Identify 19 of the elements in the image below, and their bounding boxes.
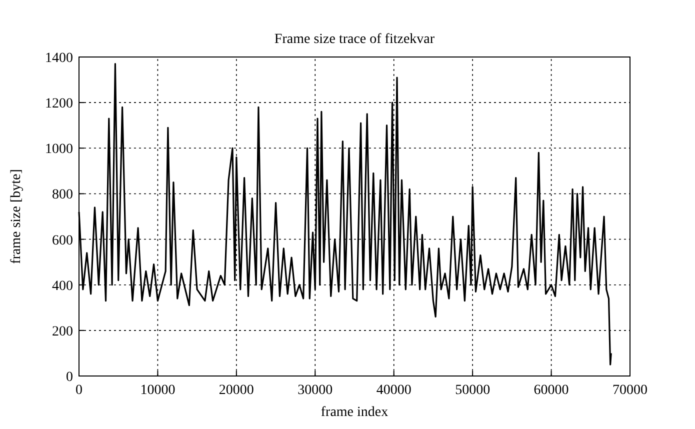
x-tick-label: 60000 [534,383,569,398]
x-tick-label: 30000 [298,383,333,398]
y-tick-label: 1400 [45,51,73,66]
x-tick-label: 40000 [376,383,412,398]
x-tick-label: 10000 [140,383,176,398]
y-tick-label: 0 [66,370,73,385]
y-tick-label: 400 [52,278,73,294]
y-tick-label: 1200 [45,96,73,112]
y-tick-label: 800 [52,188,73,203]
x-axis-title: frame index [320,405,388,420]
y-tick-label: 600 [52,233,73,248]
chart-title: Frame size trace of fitzekvar [274,32,435,47]
y-tick-label: 200 [52,324,73,340]
y-tick-label: 1000 [45,142,73,158]
x-tick-label: 70000 [612,383,648,398]
x-tick-label: 20000 [218,383,254,398]
x-tick-label: 0 [76,383,82,398]
y-axis-title: frame size [byte] [9,169,24,264]
x-tick-label: 50000 [455,383,490,398]
